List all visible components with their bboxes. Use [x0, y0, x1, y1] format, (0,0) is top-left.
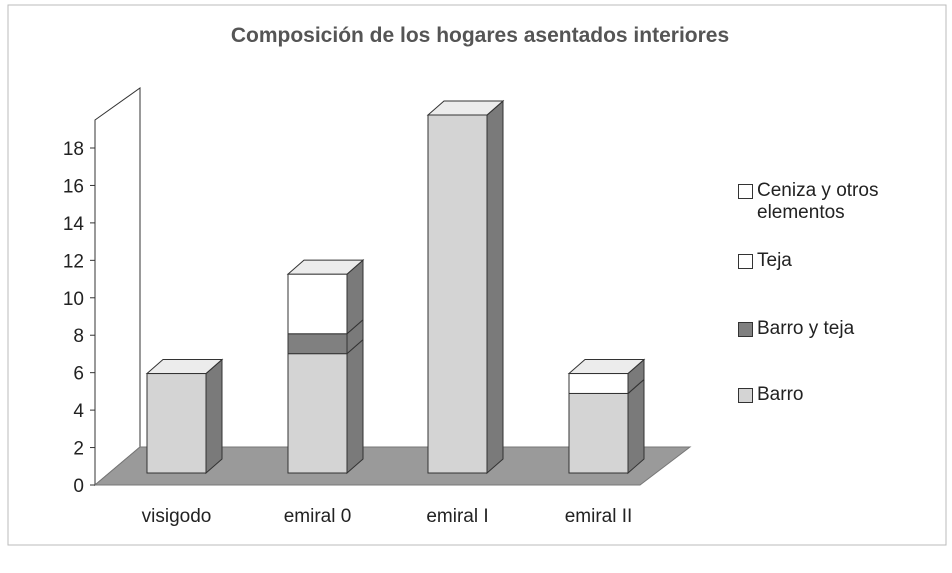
y-tick-label: 2	[73, 439, 84, 460]
bar-segment	[568, 392, 629, 474]
y-tick-label: 16	[63, 176, 84, 197]
bar-top	[426, 100, 505, 116]
bar-segment	[287, 333, 348, 355]
y-tick-label: 8	[73, 326, 84, 347]
left-wall	[94, 87, 141, 487]
legend-swatch	[738, 184, 753, 199]
bar-top	[286, 259, 365, 275]
floor	[93, 446, 692, 486]
y-tick-label: 18	[63, 139, 84, 160]
legend-label: Teja	[757, 250, 792, 271]
x-tick-label: emiral II	[565, 506, 633, 527]
y-tick-label: 0	[73, 476, 84, 497]
bar-segment	[287, 273, 348, 335]
bar-side	[346, 338, 364, 475]
bar-side	[486, 99, 504, 475]
legend-item: Ceniza y otros elementos	[738, 180, 938, 224]
bar-segment	[287, 353, 348, 474]
legend-swatch	[738, 388, 753, 403]
legend-label: Barro	[757, 384, 804, 405]
bar-segment	[146, 373, 207, 474]
legend-swatch	[738, 322, 753, 337]
legend-item: Teja	[738, 250, 938, 272]
x-tick-label: visigodo	[142, 506, 212, 527]
bar-segment	[427, 114, 488, 474]
x-tick-label: emiral 0	[284, 506, 352, 527]
bar-segment	[568, 373, 629, 394]
legend-item: Barro y teja	[738, 318, 938, 340]
legend-swatch	[738, 254, 753, 269]
legend-label: Barro y teja	[757, 318, 855, 339]
y-tick-label: 10	[63, 289, 84, 310]
y-tick-label: 6	[73, 364, 84, 385]
bar-side	[627, 378, 645, 475]
bar-top	[567, 359, 646, 375]
x-tick-label: emiral I	[426, 506, 488, 527]
bar-top	[145, 359, 224, 375]
chart-title: Composición de los hogares asentados int…	[231, 24, 729, 47]
legend-label: Ceniza y otros elementos	[757, 180, 879, 223]
y-tick-label: 14	[63, 214, 85, 235]
legend-item: Barro	[738, 384, 938, 406]
y-tick-label: 12	[63, 251, 84, 272]
bar-side	[205, 358, 223, 475]
y-tick-label: 4	[73, 401, 84, 422]
